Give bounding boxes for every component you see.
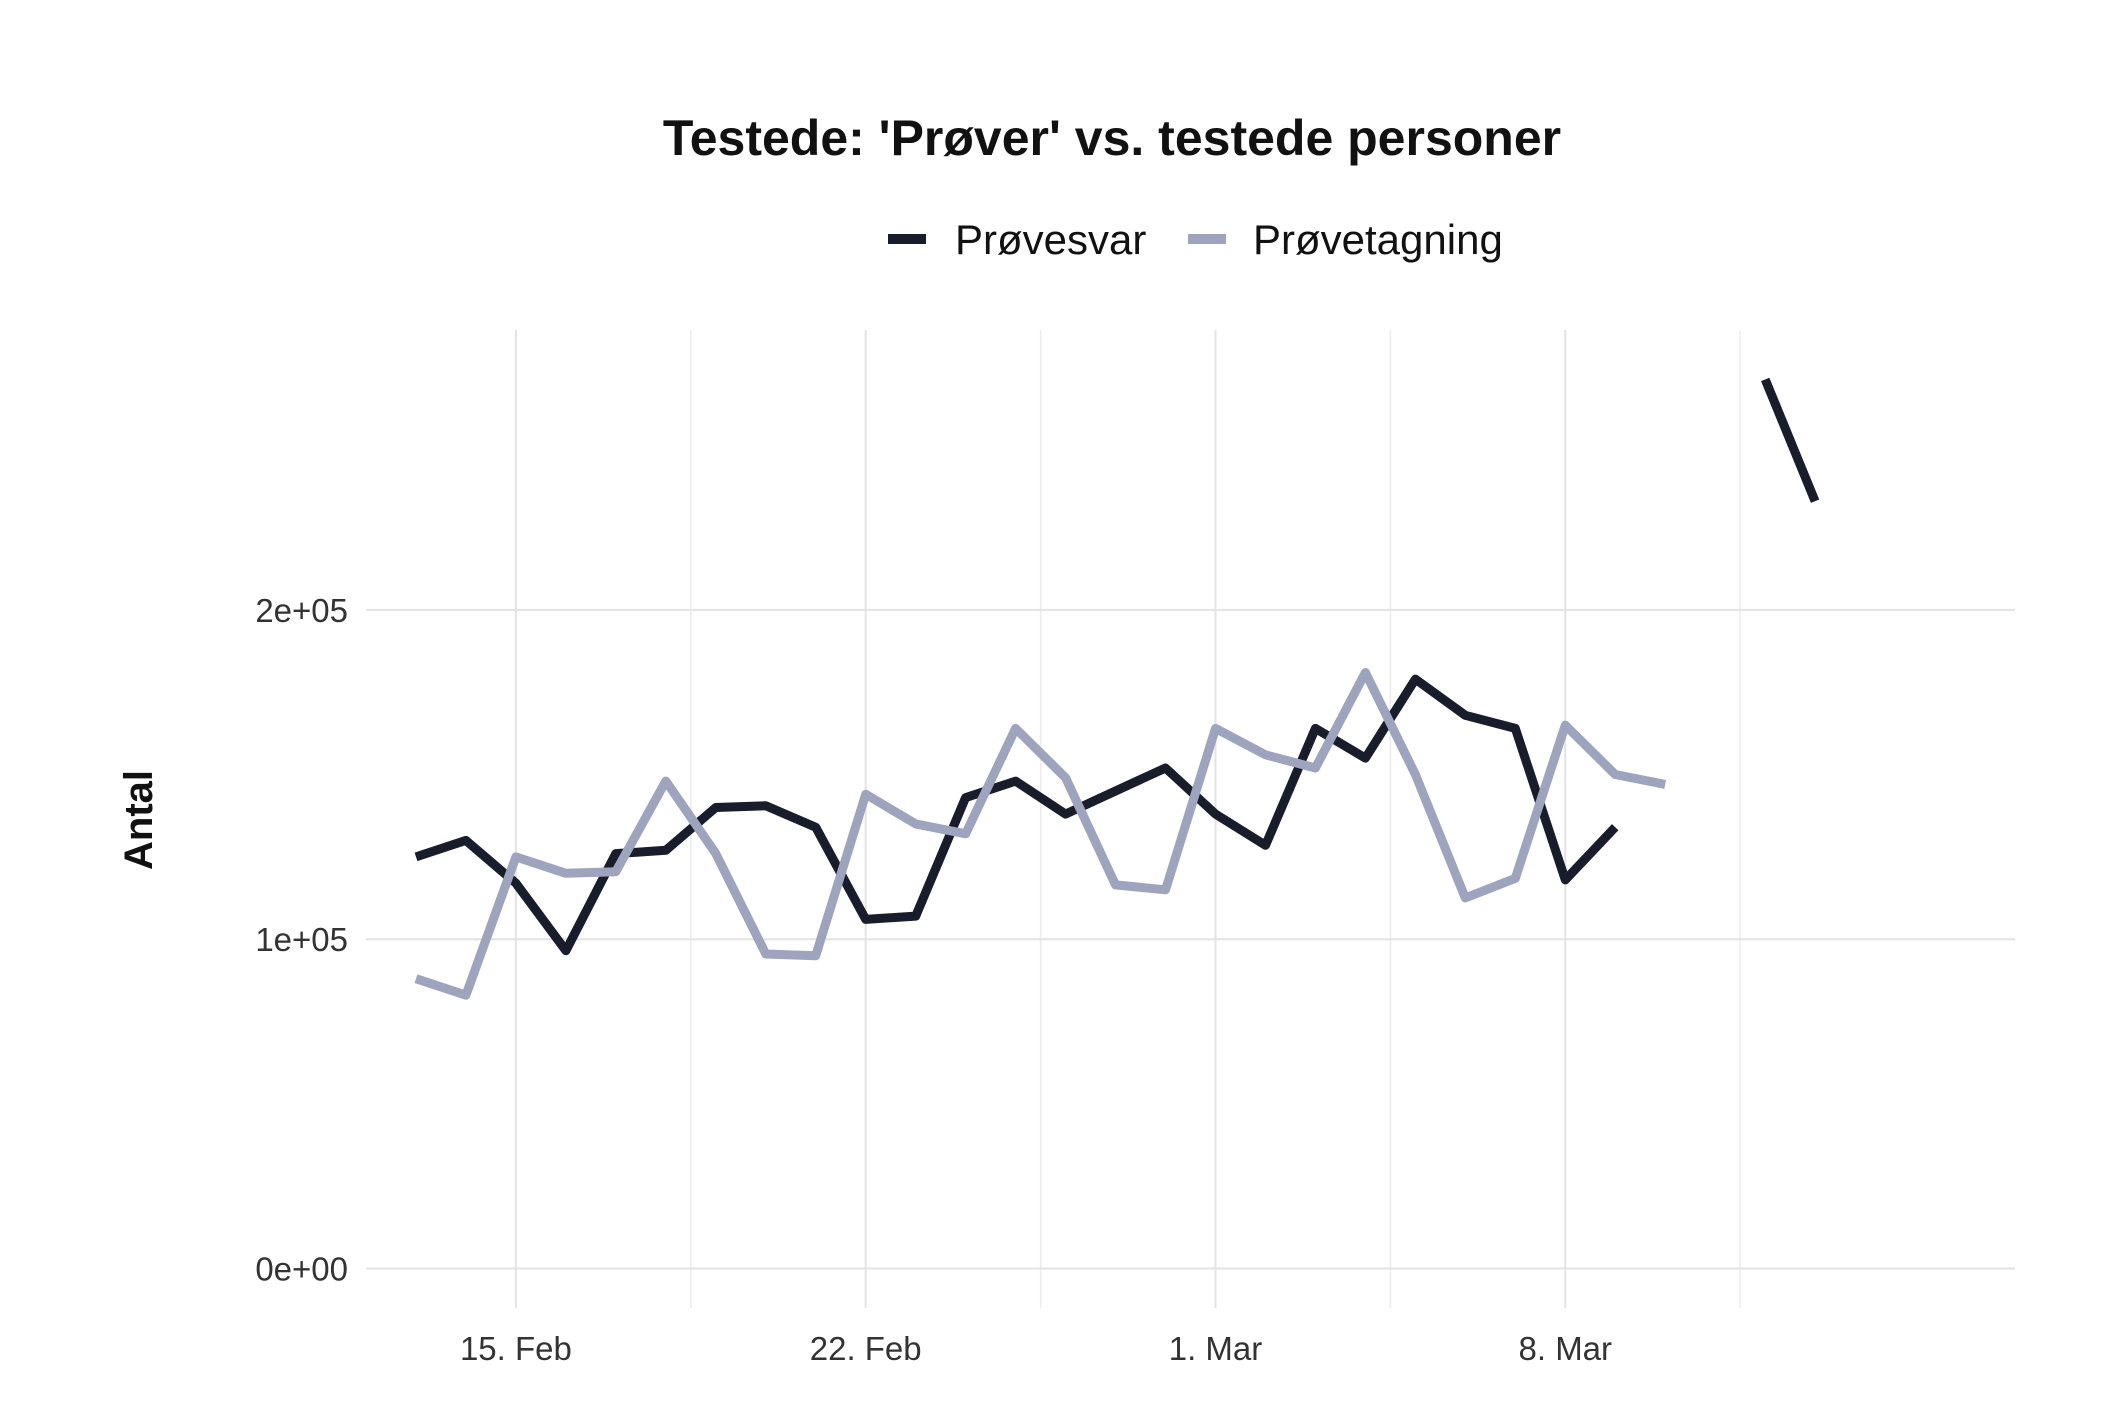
y-tick-label: 2e+05 xyxy=(255,592,348,629)
x-tick-label: 22. Feb xyxy=(810,1330,922,1367)
series-line-segment xyxy=(414,674,1619,956)
y-tick-label: 1e+05 xyxy=(255,921,348,958)
series-layer xyxy=(414,377,1820,1000)
series-provetagning xyxy=(414,668,1667,1000)
series-line-segment xyxy=(1761,377,1820,503)
x-tick-label: 8. Mar xyxy=(1519,1330,1613,1367)
x-tick-label: 1. Mar xyxy=(1169,1330,1263,1367)
axes: 15. Feb 22. Feb 1. Mar 8. Mar 0e+00 1e+05 2e+0… xyxy=(255,592,1612,1367)
y-axis-title: Antal xyxy=(117,770,161,870)
series-provesvar xyxy=(414,377,1820,956)
y-tick-label: 0e+00 xyxy=(255,1250,348,1287)
chart-title: Testede: 'Prøver' vs. testede personer xyxy=(663,110,1561,166)
grid xyxy=(366,330,2015,1308)
legend-label-provetagning: Prøvetagning xyxy=(1253,216,1503,263)
series-line-segment xyxy=(414,668,1667,1000)
x-tick-label: 15. Feb xyxy=(460,1330,572,1367)
legend-label-provesvar: Prøvesvar xyxy=(955,216,1146,263)
legend: Prøvesvar Prøvetagning xyxy=(888,216,1503,263)
